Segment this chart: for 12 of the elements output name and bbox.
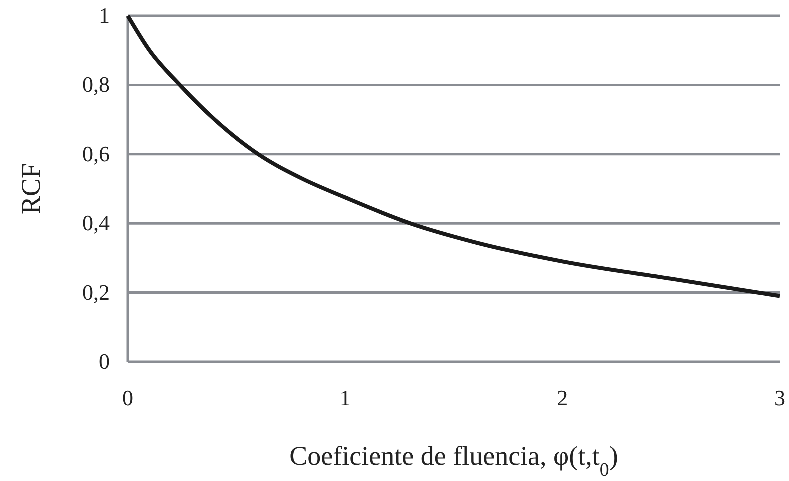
y-axis-title: RCF	[16, 163, 46, 215]
y-tick-label: 0,2	[82, 280, 110, 305]
x-tick-label: 1	[340, 386, 351, 411]
x-axis-title: Coeficiente de fluencia, φ(t,t$_{0}$)	[290, 441, 618, 480]
y-tick-label: 0	[99, 349, 110, 374]
y-tick-label: 0,8	[82, 72, 110, 98]
x-tick-label: 3	[774, 386, 786, 411]
x-tick-label: 2	[557, 386, 568, 411]
y-tick-label: 0,4	[82, 210, 110, 236]
x-tick-label: 0	[122, 386, 134, 411]
y-tick-label: 0,6	[82, 141, 110, 166]
y-tick-label: 1	[99, 3, 110, 28]
